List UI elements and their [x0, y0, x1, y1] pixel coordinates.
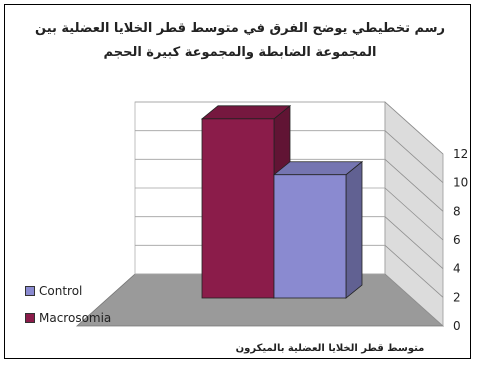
y-tick-label: 0 — [453, 319, 461, 333]
bar-front — [201, 118, 275, 299]
bar-side — [345, 160, 363, 299]
legend-swatch-control — [25, 286, 35, 296]
gridline-side — [384, 159, 444, 212]
chart-subtitle: المجموعة الضابطة والمجموعة كبيرة الحجم — [103, 45, 377, 60]
bar-top — [272, 161, 364, 176]
legend-item-control: Control — [25, 284, 82, 298]
y-tick-label: 12 — [453, 147, 468, 161]
gridline-side — [384, 216, 444, 269]
gridline-side — [384, 130, 444, 183]
y-tick-label: 8 — [453, 204, 461, 218]
legend-item-macrosomia: Macrosomia — [25, 311, 111, 325]
gridline-side — [384, 187, 444, 241]
y-tick-label: 6 — [453, 233, 461, 247]
x-axis-label: متوسط قطر الخلايا العضلية بالميكرون — [235, 343, 425, 354]
chart-title: رسم تخطيطي يوضح الفرق في متوسط قطر الخلا… — [35, 21, 445, 36]
bar-macrosomia — [200, 104, 292, 299]
gridline-side — [384, 101, 444, 155]
bar-front — [273, 174, 347, 299]
legend-label-macrosomia: Macrosomia — [39, 311, 112, 325]
bar-control — [272, 160, 364, 299]
bar-top — [200, 105, 292, 120]
y-tick-label: 10 — [453, 176, 468, 190]
bars — [200, 104, 364, 299]
y-tick-labels: 0 2 4 6 8 10 12 — [453, 147, 468, 333]
gridline-side — [384, 273, 444, 327]
y-tick-label: 4 — [453, 262, 461, 276]
legend-swatch-macrosomia — [25, 313, 35, 323]
chart-frame: رسم تخطيطي يوضح الفرق في متوسط قطر الخلا… — [4, 4, 471, 359]
gridline-side — [384, 245, 444, 298]
y-tick-label: 2 — [453, 290, 461, 304]
legend-label-control: Control — [39, 284, 83, 298]
chart-plot: 0 2 4 6 8 10 12 — [75, 101, 468, 333]
